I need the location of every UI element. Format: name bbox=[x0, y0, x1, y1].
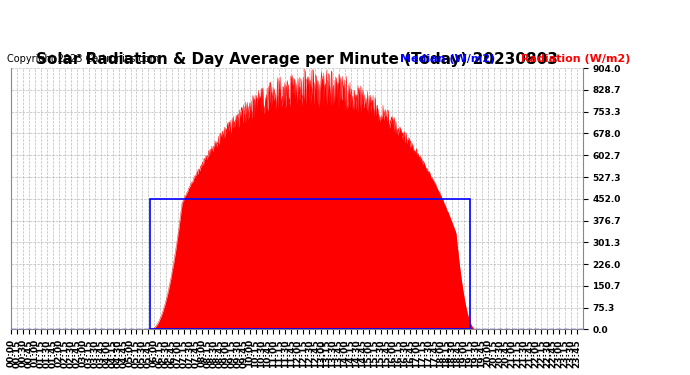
Text: Radiation (W/m2): Radiation (W/m2) bbox=[521, 54, 631, 64]
Text: Median (W/m2): Median (W/m2) bbox=[400, 54, 495, 64]
Text: Copyright 2023 Cartronics.com: Copyright 2023 Cartronics.com bbox=[7, 54, 159, 64]
Title: Solar Radiation & Day Average per Minute (Today) 20230803: Solar Radiation & Day Average per Minute… bbox=[36, 52, 558, 67]
Bar bbox=[150, 199, 470, 330]
